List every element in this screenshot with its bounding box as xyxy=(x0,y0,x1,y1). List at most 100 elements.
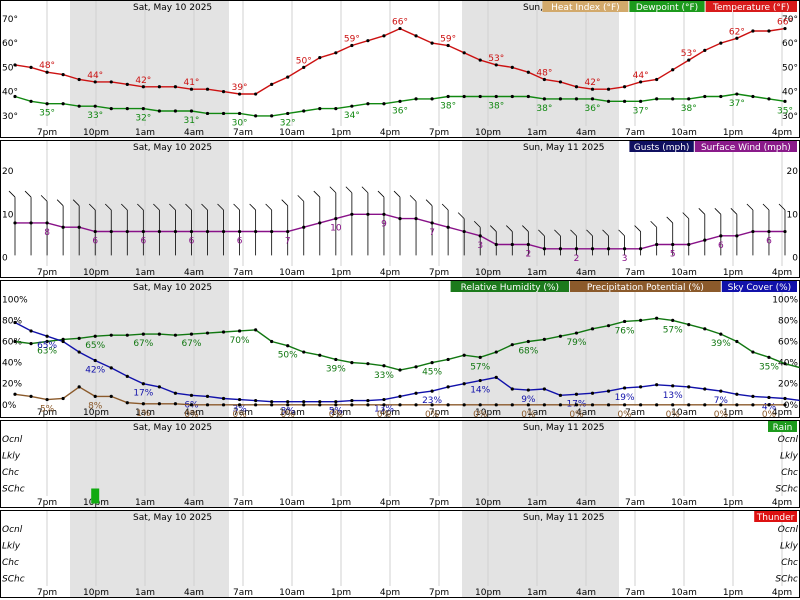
legend-swatch xyxy=(694,141,797,152)
data-point xyxy=(446,357,450,362)
category-label-right: Lkly xyxy=(780,452,799,462)
data-point xyxy=(270,114,274,118)
data-point xyxy=(767,395,771,400)
data-point xyxy=(398,403,402,407)
data-point xyxy=(125,374,129,378)
data-point xyxy=(494,242,498,247)
y-tick-label-right: 0 xyxy=(792,253,798,263)
data-label: 8% xyxy=(88,401,103,411)
data-point xyxy=(366,102,370,106)
x-tick-label: 7pm xyxy=(37,128,57,138)
data-point xyxy=(574,97,579,101)
category-label-left: SChc xyxy=(2,575,25,585)
data-point xyxy=(687,385,691,389)
data-point xyxy=(173,333,178,337)
data-label: 23% xyxy=(422,396,442,406)
data-point xyxy=(398,394,402,398)
legend-swatch xyxy=(705,1,797,12)
data-label: 6 xyxy=(92,237,98,247)
legend-swatch xyxy=(450,281,569,292)
data-point xyxy=(510,387,514,391)
data-label: 7 xyxy=(429,228,435,238)
data-label: 38° xyxy=(536,104,552,114)
wind-barb xyxy=(88,203,96,211)
data-label: 57% xyxy=(470,362,490,372)
wind-barb xyxy=(570,229,577,237)
y-tick-label-left: 80% xyxy=(2,316,22,326)
x-tick-label: 4pm xyxy=(772,128,792,138)
x-tick-label: 10pm xyxy=(475,408,501,418)
data-point xyxy=(205,403,210,407)
data-point xyxy=(398,217,402,221)
x-tick-label: 1pm xyxy=(723,128,743,138)
data-point xyxy=(558,247,563,251)
data-point xyxy=(606,87,611,91)
data-point xyxy=(398,99,402,103)
x-tick-label: 10am xyxy=(671,588,697,598)
data-point xyxy=(687,97,691,101)
x-tick-label: 4am xyxy=(576,588,596,598)
data-label: 57% xyxy=(663,325,683,335)
data-point xyxy=(302,400,306,404)
data-point xyxy=(430,403,434,407)
x-tick-label: 10am xyxy=(279,498,305,508)
data-point xyxy=(414,217,418,221)
data-label: 76% xyxy=(615,326,635,336)
data-point xyxy=(334,357,338,362)
x-tick-label: 7pm xyxy=(429,498,449,508)
data-point xyxy=(173,229,178,234)
x-tick-label: 7am xyxy=(625,588,645,598)
data-point xyxy=(703,48,707,52)
data-label: 13% xyxy=(374,405,394,415)
data-point xyxy=(671,242,675,247)
data-point xyxy=(574,392,579,396)
data-point xyxy=(751,403,755,407)
y-tick-label-right: 40% xyxy=(778,359,798,369)
data-point xyxy=(703,327,707,331)
data-point xyxy=(542,77,546,82)
data-point xyxy=(205,394,210,398)
data-point xyxy=(462,229,466,234)
data-point xyxy=(254,92,258,96)
data-label: 36° xyxy=(585,104,601,114)
data-label: 3 xyxy=(477,241,483,251)
data-label: 0% xyxy=(377,410,392,420)
data-point xyxy=(639,247,643,251)
data-label: 63% xyxy=(37,347,57,357)
data-point xyxy=(141,332,145,336)
data-point xyxy=(751,94,755,99)
wind-barb xyxy=(682,212,690,219)
x-tick-label: 10am xyxy=(279,268,305,278)
x-tick-label: 10pm xyxy=(475,128,501,138)
data-label: 50% xyxy=(278,351,298,361)
x-tick-label: 10am xyxy=(279,408,305,418)
panel-date-left: Sat, May 10 2025 xyxy=(133,283,212,293)
y-tick-label-left: 0% xyxy=(2,401,17,411)
x-tick-label: 4am xyxy=(576,128,596,138)
category-label-left: Ocnl xyxy=(2,435,23,445)
data-point xyxy=(157,85,161,89)
data-label: 2 xyxy=(574,254,580,264)
data-point xyxy=(783,403,787,407)
data-point xyxy=(45,334,49,338)
data-label: 6 xyxy=(237,237,243,247)
data-point xyxy=(77,77,81,82)
wind-barb xyxy=(650,220,657,228)
data-point xyxy=(109,80,113,84)
data-point xyxy=(639,99,643,103)
data-label: 66° xyxy=(392,18,408,28)
data-label: 0% xyxy=(521,410,536,420)
data-point xyxy=(687,58,691,62)
data-point xyxy=(719,234,723,238)
data-point xyxy=(687,242,691,247)
data-point xyxy=(221,229,226,234)
data-label: 19% xyxy=(615,393,635,403)
x-tick-label: 7am xyxy=(233,268,253,278)
data-point xyxy=(350,399,354,403)
x-tick-label: 1pm xyxy=(723,268,743,278)
data-label: 45% xyxy=(422,368,442,378)
x-tick-label: 4pm xyxy=(380,408,400,418)
data-point xyxy=(366,362,370,366)
data-label: 37° xyxy=(729,99,745,109)
